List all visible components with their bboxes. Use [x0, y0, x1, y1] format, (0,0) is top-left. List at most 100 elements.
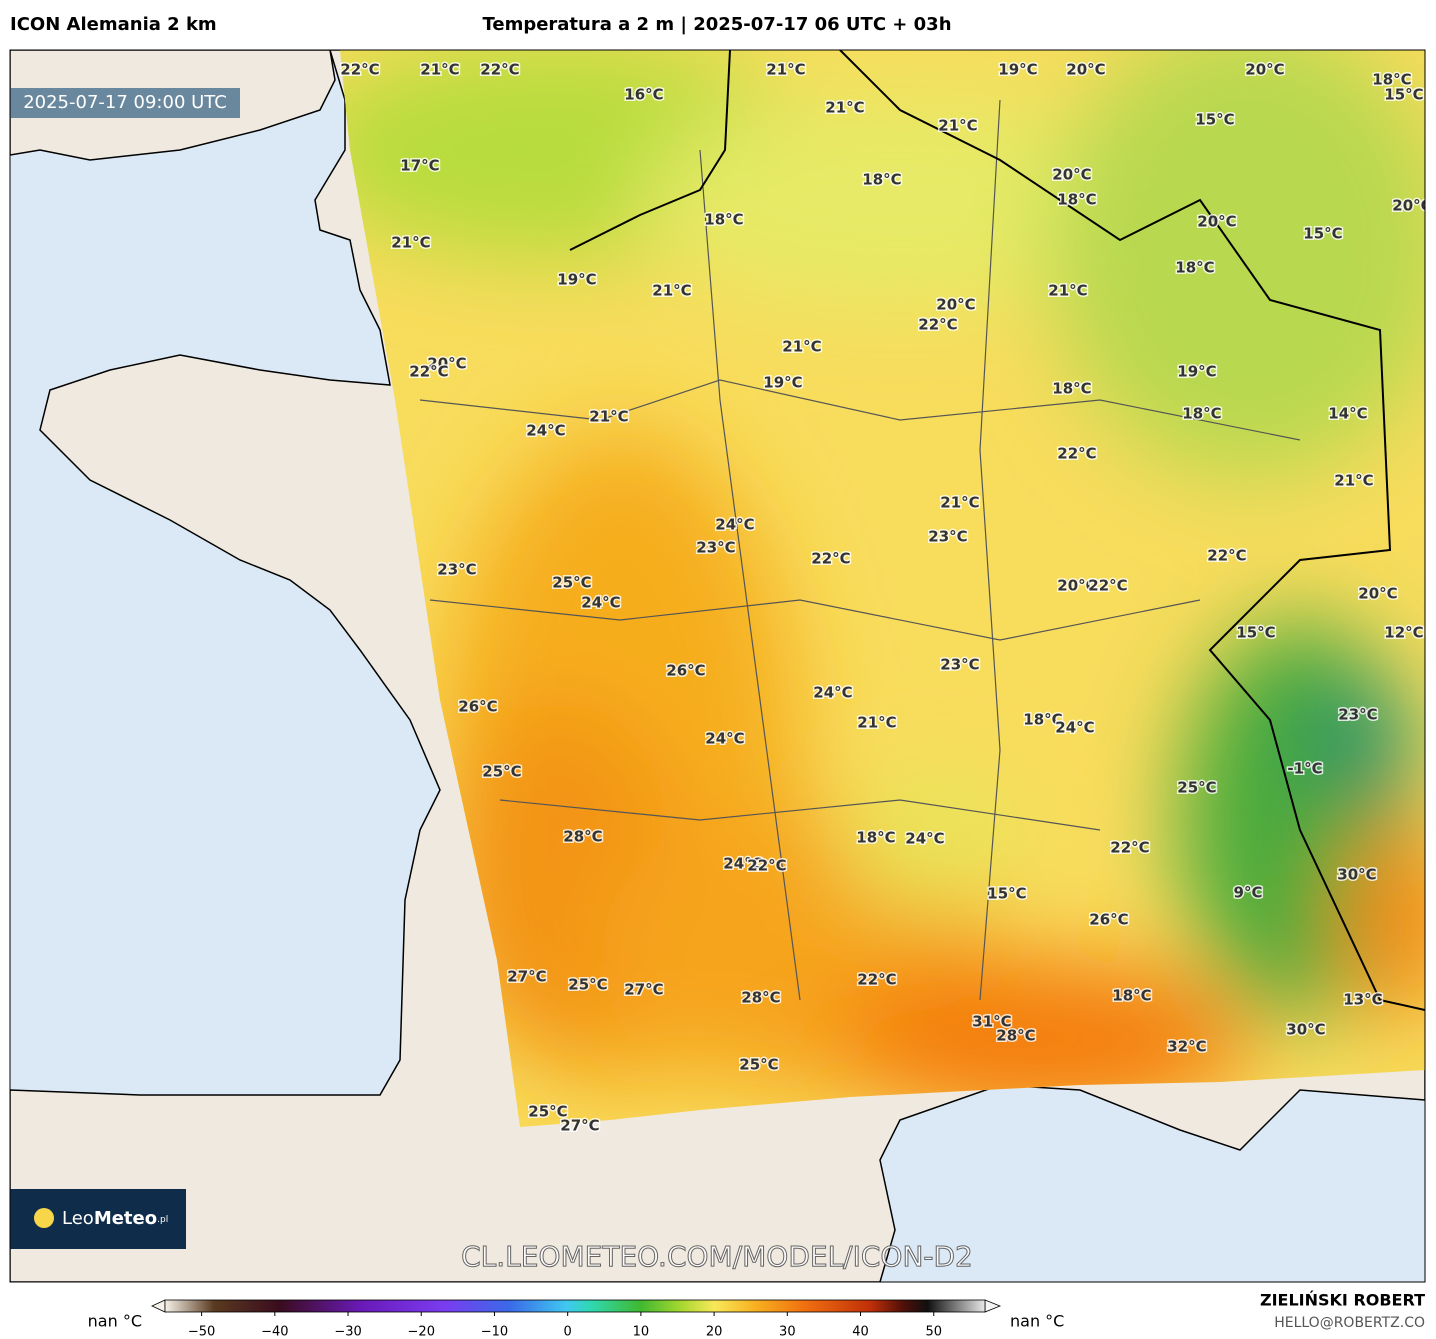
colorbar-tick-label: −40 [261, 1325, 288, 1339]
temperature-label: 25°C [568, 976, 607, 994]
temperature-label: 26°C [666, 662, 705, 680]
temperature-label: 22°C [1088, 577, 1127, 595]
temperature-label: 20°C [1066, 61, 1105, 79]
logo-suffix: .pl [157, 1215, 168, 1225]
temperature-label: 16°C [624, 86, 663, 104]
temperature-label: 24°C [813, 684, 852, 702]
author: ZIELIŃSKI ROBERT [1260, 1291, 1425, 1310]
temperature-label: 22°C [1057, 445, 1096, 463]
temperature-label: 22°C [811, 550, 850, 568]
temperature-label: 22°C [1207, 547, 1246, 565]
temperature-label: 18°C [862, 171, 901, 189]
temperature-label: 18°C [1057, 191, 1096, 209]
temperature-label: 25°C [739, 1056, 778, 1074]
temperature-label: 24°C [1055, 719, 1094, 737]
temperature-label: 22°C [918, 316, 957, 334]
colorbar-tick-label: 10 [633, 1325, 650, 1339]
temperature-label: 28°C [996, 1027, 1035, 1045]
temperature-label: -1°C [1287, 760, 1322, 778]
colorbar-tick-label: 0 [564, 1325, 572, 1339]
model-name: ICON Alemania 2 km [10, 14, 217, 35]
map-frame [9, 49, 1426, 1283]
colorbar-tick-label: −20 [408, 1325, 435, 1339]
temperature-label: 22°C [409, 363, 448, 381]
temperature-label: 25°C [482, 763, 521, 781]
temperature-label: 28°C [563, 828, 602, 846]
temperature-label: 21°C [420, 61, 459, 79]
temperature-label: 13°C [1343, 991, 1382, 1009]
temperature-label: 27°C [624, 981, 663, 999]
temperature-label: 20°C [427, 355, 466, 373]
temperature-label: 21°C [940, 494, 979, 512]
colorbar-under: nan °C [88, 1312, 142, 1331]
temperature-label: 23°C [437, 561, 476, 579]
temperature-label: 21°C [589, 408, 628, 426]
temperature-label: 20°C [1392, 197, 1431, 215]
colorbar-tick-label: 50 [925, 1325, 942, 1339]
temperature-label: 20°C [1245, 61, 1284, 79]
temperature-label: 22°C [480, 61, 519, 79]
temperature-label: 12°C [1384, 624, 1423, 642]
temperature-label: 18°C [1023, 711, 1062, 729]
temperature-label: 19°C [1177, 363, 1216, 381]
temperature-label: 22°C [1110, 839, 1149, 857]
temperature-label: 20°C [1358, 585, 1397, 603]
temperature-label: 18°C [856, 829, 895, 847]
temperature-label: 23°C [928, 528, 967, 546]
temperature-label: 22°C [747, 857, 786, 875]
colorbar-tick-label: −30 [334, 1325, 361, 1339]
temperature-label: 19°C [998, 61, 1037, 79]
temperature-label: 21°C [938, 117, 977, 135]
colorbar-over: nan °C [1010, 1312, 1064, 1331]
temperature-label: 15°C [1303, 225, 1342, 243]
temperature-label: 21°C [1048, 282, 1087, 300]
temperature-label: 24°C [705, 730, 744, 748]
temperature-label: 19°C [763, 374, 802, 392]
temperature-label: 18°C [1112, 987, 1151, 1005]
temperature-label: 25°C [528, 1103, 567, 1121]
temperature-label: 23°C [940, 656, 979, 674]
temperature-label: 26°C [1089, 911, 1128, 929]
temperature-label: 24°C [526, 422, 565, 440]
temperature-label: 25°C [552, 574, 591, 592]
temperature-label: 18°C [1052, 380, 1091, 398]
temperature-label: 15°C [1384, 86, 1423, 104]
temperature-label: 15°C [1236, 624, 1275, 642]
temperature-label: 21°C [1334, 472, 1373, 490]
colorbar-tick-label: 20 [706, 1325, 723, 1339]
temperature-label: 26°C [458, 698, 497, 716]
temperature-label: 20°C [1197, 213, 1236, 231]
colorbar-tick-label: 40 [852, 1325, 869, 1339]
temperature-label: 18°C [1372, 71, 1411, 89]
colorbar-over-triangle [984, 1299, 1002, 1313]
temperature-label: 24°C [905, 830, 944, 848]
colorbar-bar [164, 1299, 986, 1313]
logo: LeoMeteo.pl [62, 1208, 168, 1229]
temperature-label: 24°C [581, 594, 620, 612]
temperature-label: 22°C [340, 61, 379, 79]
temperature-label: 22°C [857, 971, 896, 989]
temperature-label: 21°C [391, 234, 430, 252]
temperature-label: 17°C [400, 157, 439, 175]
temperature-label: 21°C [766, 61, 805, 79]
email: HELLO@ROBERTZ.CO [1274, 1315, 1425, 1331]
logo-light: Leo [62, 1208, 94, 1229]
temperature-label: 20°C [1057, 577, 1096, 595]
temperature-label: 28°C [741, 989, 780, 1007]
temperature-label: 15°C [1195, 111, 1234, 129]
temperature-label: 20°C [1052, 166, 1091, 184]
watermark: CL.LEOMETEO.COM/MODEL/ICON-D2 [461, 1240, 973, 1273]
temperature-label: 15°C [987, 885, 1026, 903]
colorbar-under-triangle [151, 1299, 166, 1313]
map: 22°C 21°C 22°C 21°C 19°C 20°C 20°C18°C15°C16°C… [10, 50, 1431, 1282]
temperature-label: 19°C [557, 271, 596, 289]
temperature-label: 23°C [696, 539, 735, 557]
temperature-label: 21°C [825, 99, 864, 117]
temperature-label: 31°C [972, 1013, 1011, 1031]
temperature-label: 24°C [723, 855, 762, 873]
colorbar-tick-label: −10 [481, 1325, 508, 1339]
temperature-label: 21°C [857, 714, 896, 732]
temperature-label: 30°C [1337, 866, 1376, 884]
temperature-label: 25°C [1177, 779, 1216, 797]
